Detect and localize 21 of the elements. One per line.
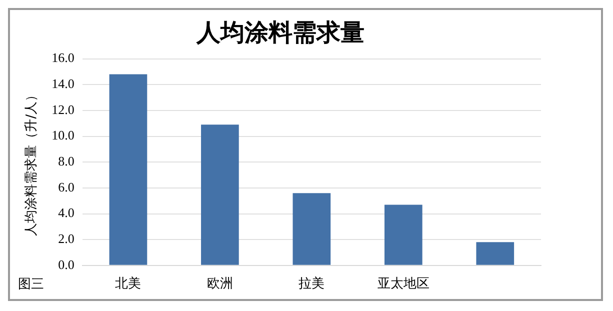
x-tick-label: 欧洲 — [206, 276, 233, 292]
y-tick-label: 8.0 — [58, 154, 74, 169]
bar — [292, 193, 331, 265]
x-tick-label: 亚太地区 — [377, 276, 430, 292]
y-axis-title: 人均涂料需求量（升/人） — [24, 88, 40, 236]
bar — [109, 74, 148, 265]
bar — [476, 242, 514, 265]
y-tick-label: 14.0 — [52, 76, 74, 92]
y-tick-label: 12.0 — [52, 102, 74, 117]
y-tick-label: 10.0 — [52, 128, 74, 143]
y-tick-label: 2.0 — [58, 230, 74, 246]
bar — [201, 124, 239, 265]
x-tick-label: 北美 — [115, 276, 142, 292]
text: 图三 — [18, 276, 44, 293]
x-tick-label: 拉美 — [298, 276, 325, 292]
y-tick-label: 4.0 — [58, 205, 74, 220]
bar — [384, 204, 422, 265]
y-tick-label: 16.0 — [52, 50, 74, 66]
chart-title: 人均涂料需求量 — [196, 18, 364, 47]
y-tick-label: 0.0 — [58, 256, 74, 272]
y-tick-label: 6.0 — [58, 179, 74, 194]
